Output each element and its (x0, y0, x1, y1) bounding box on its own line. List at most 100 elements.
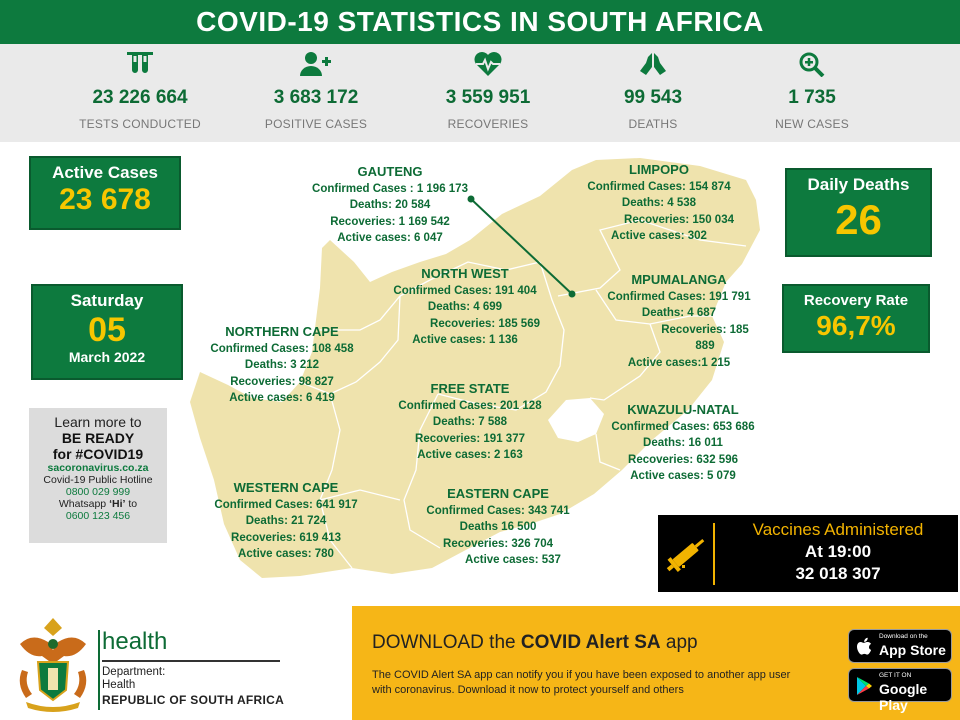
map-shape (190, 158, 760, 578)
country-name: REPUBLIC OF SOUTH AFRICA (102, 693, 285, 707)
google-play-big-text: Google Play (879, 681, 928, 713)
province-north-west: NORTH WEST Confirmed Cases: 191 404 Deat… (390, 266, 540, 349)
recovery-rate-label: Recovery Rate (803, 292, 909, 309)
whatsapp-number[interactable]: 0600 123 456 (65, 510, 131, 522)
province-active: Active cases: 5 079 (630, 470, 736, 482)
province-active: Active cases: 2 163 (417, 449, 523, 461)
province-active: Active cases: 1 136 (412, 334, 518, 346)
stat-tests: 23 226 664 TESTS CONDUCTED (65, 44, 215, 131)
province-recoveries: Recoveries: 1 169 542 (330, 215, 450, 228)
province-western-cape: WESTERN CAPE Confirmed Cases: 641 917 De… (208, 480, 364, 563)
vaccines-time: At 19:00 (804, 542, 872, 561)
province-name: WESTERN CAPE (233, 480, 339, 495)
hotline-label: Covid-19 Public Hotline (43, 474, 153, 486)
google-play-small-text: GET IT ON (879, 672, 912, 679)
province-limpopo: LIMPOPO Confirmed Cases: 154 874 Deaths:… (584, 162, 734, 245)
download-heading: DOWNLOAD the COVID Alert SA app (372, 632, 698, 653)
province-deaths: Deaths: 7 588 (432, 416, 508, 428)
app-store-button[interactable]: Download on the App Store (848, 629, 952, 663)
province-confirmed: Confirmed Cases: 653 686 (611, 420, 755, 433)
province-deaths: Deaths: 16 011 (643, 437, 723, 449)
province-active: Active cases: 302 (611, 230, 707, 242)
recoveries-label: RECOVERIES (447, 117, 529, 131)
vaccines-box: Vaccines Administered At 19:00 32 018 30… (658, 515, 958, 592)
province-gauteng: GAUTENG Confirmed Cases : 1 196 173 Deat… (300, 164, 480, 247)
province-name: GAUTENG (357, 164, 423, 179)
province-active: Active cases: 6 047 (337, 232, 443, 244)
daily-deaths-value: 26 (835, 196, 882, 243)
deaths-label: DEATHS (628, 117, 678, 131)
province-recoveries: Recoveries: 632 596 (628, 453, 738, 466)
date-day: Saturday (70, 291, 144, 310)
stat-positive: 3 683 172 POSITIVE CASES (241, 44, 391, 131)
info-box: Learn more to BE READY for #COVID19 saco… (29, 408, 167, 543)
logo-divider (98, 630, 100, 710)
stats-strip: 23 226 664 TESTS CONDUCTED 3 683 172 POS… (0, 44, 960, 142)
province-recoveries: Recoveries: 619 413 (231, 531, 341, 544)
province-confirmed: Confirmed Cases : 1 196 173 (312, 182, 468, 195)
recovery-rate-box: Recovery Rate 96,7% (782, 284, 930, 353)
province-confirmed: Confirmed Cases: 201 128 (398, 399, 542, 412)
active-cases-box: Active Cases 23 678 (29, 156, 181, 230)
province-recoveries: Recoveries: 150 034 (624, 213, 734, 226)
positive-cases-label: POSITIVE CASES (264, 117, 368, 131)
province-name: NORTH WEST (421, 266, 509, 281)
province-borders (299, 219, 747, 569)
province-name: KWAZULU-NATAL (627, 402, 739, 417)
province-active: Active cases: 6 419 (229, 392, 335, 404)
province-name: NORTHERN CAPE (225, 324, 339, 339)
province-eastern-cape: EASTERN CAPE Confirmed Cases: 343 741 De… (420, 486, 576, 569)
province-kwazulu-natal: KWAZULU-NATAL Confirmed Cases: 653 686 D… (608, 402, 758, 485)
app-store-small-text: Download on the (879, 633, 928, 640)
province-free-state: FREE STATE Confirmed Cases: 201 128 Deat… (394, 381, 546, 464)
health-wordmark: health (102, 628, 168, 655)
google-play-button[interactable]: GET IT ON Google Play (848, 668, 952, 713)
department-label: Department: Health (102, 666, 166, 691)
hotline-number[interactable]: 0800 029 999 (65, 486, 131, 498)
app-description: The COVID Alert SA app can notify you if… (372, 669, 791, 696)
stat-deaths: 99 543 DEATHS (578, 44, 728, 131)
province-confirmed: Confirmed Cases: 108 458 (210, 342, 354, 355)
province-confirmed: Confirmed Cases: 641 917 (214, 498, 358, 511)
date-month-year: March 2022 (68, 349, 146, 365)
health-underline (102, 660, 280, 662)
stat-recoveries: 3 559 951 RECOVERIES (413, 44, 563, 131)
province-active: Active cases:1 215 (627, 356, 731, 369)
new-cases-label: NEW CASES (775, 117, 849, 131)
province-name: LIMPOPO (629, 162, 689, 177)
date-box: Saturday 05 March 2022 (31, 284, 183, 380)
tests-conducted-label: TESTS CONDUCTED (79, 117, 201, 131)
website-link[interactable]: sacoronavirus.co.za (47, 462, 149, 474)
province-name: EASTERN CAPE (447, 486, 549, 501)
province-confirmed: Confirmed Cases: 191 791 (607, 290, 751, 303)
province-name: MPUMALANGA (631, 272, 727, 287)
vaccines-divider (713, 523, 715, 585)
active-cases-value: 23 678 (59, 183, 151, 216)
daily-deaths-label: Daily Deaths (807, 175, 910, 194)
page-title: COVID-19 STATISTICS IN SOUTH AFRICA (196, 6, 764, 37)
gauteng-location-dot (568, 290, 576, 298)
province-deaths: Deaths: 20 584 (349, 199, 431, 211)
coat-of-arms-icon (12, 614, 94, 719)
gauteng-pointer-dot (467, 195, 475, 203)
province-deaths: Deaths: 21 724 (245, 515, 327, 527)
province-name: FREE STATE (430, 381, 510, 396)
province-deaths: Deaths: 3 212 (244, 359, 320, 371)
recovery-rate-value: 96,7% (816, 310, 896, 341)
active-cases-label: Active Cases (52, 163, 158, 182)
province-recoveries: Recoveries: 98 827 (230, 375, 334, 388)
province-recoveries: Recoveries: 185 889 (661, 323, 749, 353)
province-active: Active cases: 537 (465, 554, 561, 566)
syringe-icon (666, 533, 710, 578)
zoom-plus-icon (737, 44, 887, 84)
vaccines-title: Vaccines Administered (752, 520, 924, 539)
province-confirmed: Confirmed Cases: 343 741 (426, 504, 570, 517)
add-user-icon (241, 44, 391, 84)
province-deaths: Deaths 16 500 (459, 521, 537, 533)
province-confirmed: Confirmed Cases: 154 874 (587, 180, 731, 193)
apple-icon (856, 637, 872, 662)
province-confirmed: Confirmed Cases: 191 404 (393, 284, 537, 297)
tests-conducted-value: 23 226 664 (92, 87, 188, 108)
positive-cases-value: 3 683 172 (273, 87, 359, 108)
title-bar: COVID-19 STATISTICS IN SOUTH AFRICA (0, 0, 960, 44)
